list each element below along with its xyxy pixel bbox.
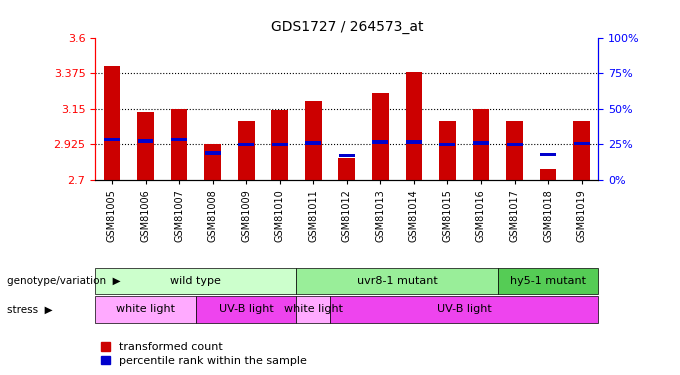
Text: uvr8-1 mutant: uvr8-1 mutant <box>357 276 437 286</box>
Text: genotype/variation  ▶: genotype/variation ▶ <box>7 276 120 286</box>
Bar <box>506 122 523 180</box>
Bar <box>137 112 154 180</box>
Bar <box>573 122 590 180</box>
Text: stress  ▶: stress ▶ <box>7 304 52 314</box>
Text: hy5-1 mutant: hy5-1 mutant <box>510 276 586 286</box>
Bar <box>137 140 154 143</box>
Text: wild type: wild type <box>171 276 221 286</box>
Bar <box>305 141 321 144</box>
Bar <box>574 142 590 146</box>
Bar <box>238 122 254 180</box>
Text: white light: white light <box>284 304 343 314</box>
Bar <box>372 93 389 180</box>
Bar <box>405 72 422 180</box>
Bar <box>272 142 288 146</box>
Title: GDS1727 / 264573_at: GDS1727 / 264573_at <box>271 20 423 34</box>
Legend: transformed count, percentile rank within the sample: transformed count, percentile rank withi… <box>101 342 307 366</box>
Bar <box>540 169 556 180</box>
Bar <box>104 138 120 141</box>
Text: white light: white light <box>116 304 175 314</box>
Bar <box>196 296 296 322</box>
Bar <box>103 66 120 180</box>
Bar <box>171 138 187 141</box>
Bar <box>339 158 355 180</box>
Bar <box>439 122 456 180</box>
Bar <box>406 140 422 144</box>
Bar <box>507 142 522 146</box>
Bar <box>498 268 598 294</box>
Bar <box>439 142 456 146</box>
Bar <box>373 140 388 144</box>
Bar <box>473 109 490 180</box>
Bar <box>339 154 355 157</box>
Text: UV-B light: UV-B light <box>219 304 273 314</box>
Bar <box>238 142 254 146</box>
Bar <box>330 296 598 322</box>
Bar <box>271 110 288 180</box>
Bar <box>205 152 220 155</box>
Bar <box>296 268 498 294</box>
Bar <box>95 268 296 294</box>
Bar <box>171 109 188 180</box>
Bar <box>473 141 489 144</box>
Bar <box>296 296 330 322</box>
Bar <box>540 153 556 156</box>
Bar <box>95 296 196 322</box>
Text: UV-B light: UV-B light <box>437 304 492 314</box>
Bar <box>204 144 221 180</box>
Bar <box>305 101 322 180</box>
